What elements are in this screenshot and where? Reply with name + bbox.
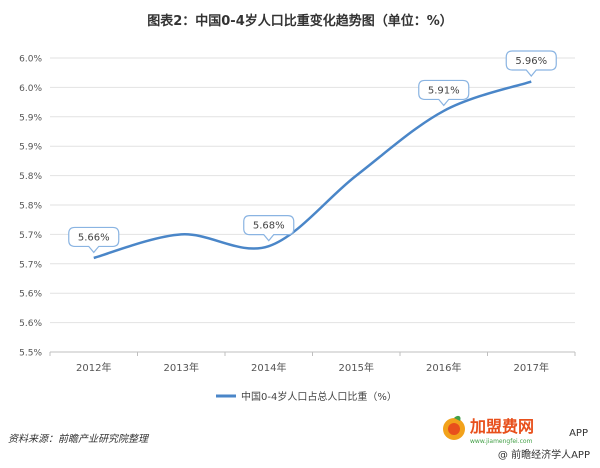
y-tick-label: 5.9% [19, 143, 42, 153]
data-label-box [243, 215, 295, 242]
data-label-callouts: 5.66% 5.68% 5.91% 5.96% [68, 50, 557, 254]
legend-entry: 中国0-4岁人口占总人口比重（%） [241, 390, 397, 403]
x-tick-label: 2016年 [426, 361, 461, 374]
x-tick-label: 2012年 [76, 361, 111, 374]
x-tick-label: 2015年 [339, 361, 374, 374]
data-label: 5.66% [78, 232, 110, 243]
x-tick-label: 2014年 [251, 361, 286, 374]
y-tick-label: 5.7% [19, 231, 42, 241]
logo-leaf [454, 415, 461, 421]
y-tick-label: 5.6% [19, 319, 42, 329]
y-axis-ticks: 5.5% 5.6% 5.6% 5.7% 5.7% 5.8% 5.8% 5.9% 5.9% 6.0%… [19, 55, 42, 359]
series-line [93, 80, 532, 260]
jiamengfei-logo: 加盟费网 www.jiamengfei.com [443, 415, 534, 445]
logo-subtext: www.jiamengfei.com [470, 438, 533, 445]
grid-lines [50, 57, 575, 353]
data-label-box [418, 79, 470, 107]
x-tick-label: 2017年 [514, 361, 549, 374]
y-tick-label: 5.5% [19, 349, 42, 359]
y-tick-label: 5.7% [19, 260, 42, 270]
y-tick-label: 5.9% [19, 113, 42, 123]
data-label: 5.91% [428, 85, 460, 96]
y-tick-label: 5.8% [19, 202, 42, 212]
chart-title: 图表2：中国0-4岁人口比重变化趋势图（单位：%） [147, 14, 453, 29]
data-label-box [505, 50, 557, 77]
x-tick-label: 2013年 [164, 361, 199, 374]
brand-credit: @ 前瞻经济学人APP [497, 450, 590, 461]
y-tick-label: 5.6% [19, 290, 42, 300]
y-tick-label: 6.0% [19, 84, 42, 94]
data-label: 5.96% [515, 56, 547, 67]
logo-mark-inner [448, 423, 460, 435]
y-tick-label: 5.8% [19, 172, 42, 182]
y-tick-label: 6.0% [19, 55, 42, 65]
data-label-box [68, 226, 120, 254]
logo-text: 加盟费网 [469, 417, 534, 436]
source-note: 资料来源：前瞻产业研究院整理 [8, 434, 148, 445]
data-label: 5.68% [253, 221, 285, 232]
legend: 中国0-4岁人口占总人口比重（%） [216, 390, 397, 403]
x-axis-ticks: 2012年 2013年 2014年 2015年 2016年 2017年 [49, 352, 576, 374]
brand-app-label: APP [569, 428, 588, 439]
